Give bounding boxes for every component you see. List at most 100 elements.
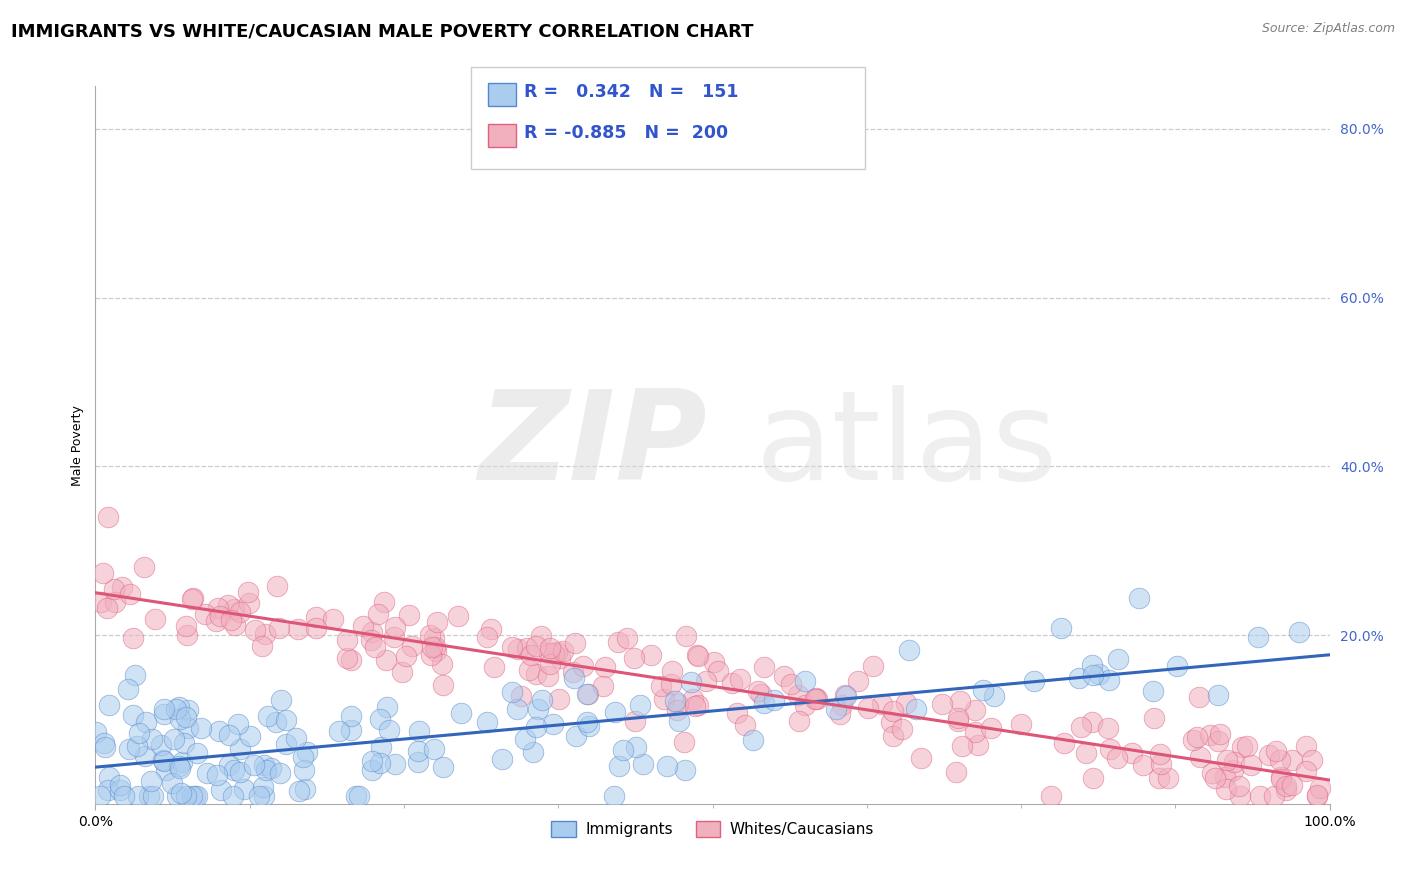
Point (181, 591, 204, 606)
Point (831, 698, 853, 713)
Text: R = -0.885   N =  200: R = -0.885 N = 200 (524, 124, 728, 142)
Text: ZIP: ZIP (478, 384, 707, 506)
Point (423, 640, 446, 654)
Point (138, 789, 160, 803)
Point (218, 728, 240, 742)
Point (420, 648, 443, 663)
Point (226, 716, 249, 731)
Point (253, 758, 276, 772)
Point (89, 789, 111, 803)
Point (1105, 751, 1128, 765)
Point (703, 656, 725, 670)
Point (155, 764, 177, 778)
Point (668, 714, 690, 728)
Legend: Immigrants, Whites/Caucasians: Immigrants, Whites/Caucasians (546, 814, 880, 843)
Point (287, 784, 309, 798)
Point (631, 757, 654, 772)
Point (229, 605, 252, 619)
Point (204, 614, 226, 628)
Point (541, 716, 564, 731)
Point (336, 651, 359, 665)
Point (270, 693, 292, 707)
Point (1143, 710, 1166, 724)
Point (603, 789, 626, 803)
Point (1204, 771, 1226, 785)
Point (375, 700, 398, 714)
Point (406, 755, 429, 769)
Point (592, 680, 614, 694)
Point (1040, 789, 1063, 803)
Point (252, 639, 274, 653)
Point (491, 752, 513, 766)
Point (224, 618, 246, 632)
Point (160, 776, 183, 790)
Point (128, 726, 150, 740)
Point (741, 733, 763, 747)
Point (153, 707, 176, 722)
Point (682, 692, 704, 706)
Point (221, 789, 243, 803)
Point (1222, 763, 1244, 777)
Point (963, 703, 986, 717)
Point (806, 691, 828, 706)
Point (562, 671, 585, 685)
Point (1099, 742, 1122, 756)
Point (274, 713, 297, 727)
Point (177, 703, 200, 717)
Point (804, 692, 827, 706)
Point (519, 648, 541, 663)
Point (174, 710, 197, 724)
Point (910, 751, 932, 765)
Point (1121, 746, 1143, 760)
Point (224, 763, 246, 777)
Point (169, 712, 191, 726)
Point (506, 701, 529, 715)
Point (983, 690, 1005, 704)
Point (170, 755, 193, 769)
Point (1185, 730, 1208, 744)
Point (340, 709, 363, 723)
Point (524, 720, 547, 734)
Point (1098, 673, 1121, 687)
Point (419, 628, 441, 642)
Point (305, 621, 328, 635)
Point (149, 739, 172, 753)
Point (1050, 621, 1073, 635)
Point (186, 746, 208, 760)
Point (112, 789, 135, 803)
Point (217, 599, 239, 613)
Point (1087, 666, 1109, 681)
Point (364, 640, 387, 654)
Point (659, 677, 682, 691)
Point (1264, 743, 1286, 757)
Point (328, 723, 350, 738)
Point (686, 698, 709, 713)
Point (661, 664, 683, 678)
Point (1215, 782, 1237, 797)
Point (238, 596, 260, 610)
Text: Source: ZipAtlas.com: Source: ZipAtlas.com (1261, 22, 1395, 36)
Point (165, 701, 187, 715)
Point (882, 704, 904, 718)
Point (506, 641, 529, 656)
Point (266, 714, 288, 729)
Point (395, 649, 418, 664)
Point (127, 789, 149, 803)
Point (834, 688, 856, 702)
Point (91, 566, 114, 581)
Point (897, 642, 920, 657)
Point (450, 706, 472, 720)
Point (1097, 721, 1119, 735)
Point (284, 731, 307, 746)
Point (1189, 750, 1212, 764)
Point (848, 674, 870, 689)
Point (564, 635, 586, 649)
Point (420, 640, 443, 654)
Point (1306, 789, 1329, 803)
Point (368, 711, 391, 725)
Point (209, 783, 232, 797)
Point (432, 678, 454, 692)
Point (90, 595, 112, 609)
Point (384, 757, 406, 772)
Point (378, 723, 401, 738)
